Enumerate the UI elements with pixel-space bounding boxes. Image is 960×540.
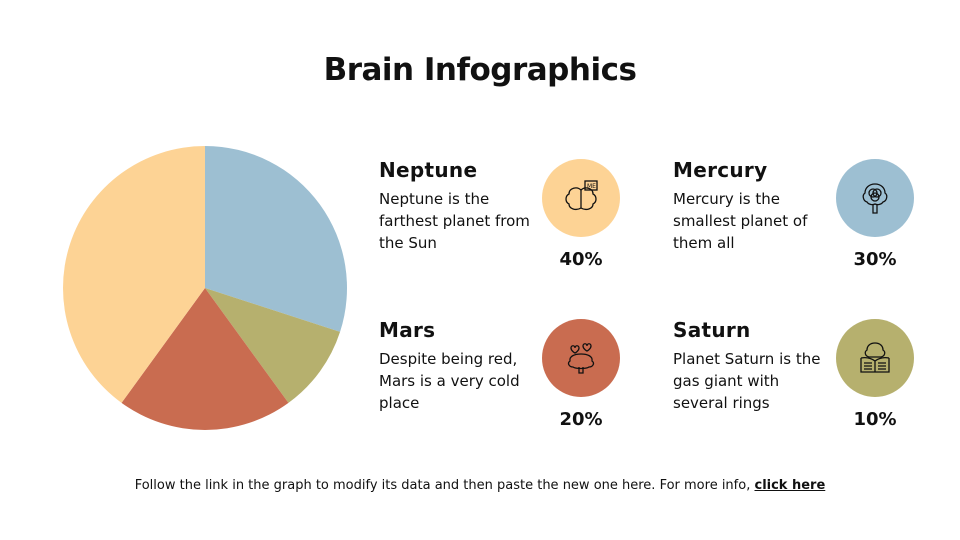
pie-slice-saturn (205, 288, 341, 403)
brain-hearts-icon (542, 319, 620, 397)
brain-tree-icon (836, 159, 914, 237)
pie-slice-mercury (205, 146, 347, 332)
item-desc: Despite being red, Mars is a very cold p… (379, 350, 520, 412)
footer-note: Follow the link in the graph to modify i… (0, 478, 960, 493)
item-desc: Mercury is the smallest planet of them a… (673, 190, 808, 252)
item-neptune: Neptune Neptune is the farthest planet fr… (379, 158, 539, 254)
item-mars: Mars Despite being red, Mars is a very co… (379, 318, 529, 414)
item-title: Mercury (673, 158, 768, 182)
percent-label: 40% (559, 249, 603, 270)
item-title: Neptune (379, 158, 478, 182)
page-title: Brain Infographics (323, 52, 637, 88)
pie-slice-neptune (63, 146, 206, 403)
item-desc: Planet Saturn is the gas giant with seve… (673, 350, 821, 412)
item-title: Saturn (673, 318, 751, 342)
brain-me-icon: ME (542, 159, 620, 237)
percent-label: 10% (853, 409, 897, 430)
svg-text:ME: ME (587, 183, 596, 190)
pie-slice-mars (121, 288, 289, 430)
click-here-link[interactable]: click here (754, 478, 826, 493)
item-mercury: Mercury Mercury is the smallest planet of… (673, 158, 823, 254)
brain-book-icon (836, 319, 914, 397)
item-title: Mars (379, 318, 436, 342)
footer-text: Follow the link in the graph to modify i… (134, 478, 751, 493)
pie-chart (63, 146, 347, 430)
percent-label: 20% (559, 409, 603, 430)
percent-label: 30% (853, 249, 897, 270)
item-saturn: Saturn Planet Saturn is the gas giant wit… (673, 318, 823, 414)
item-desc: Neptune is the farthest planet from the … (379, 190, 530, 252)
